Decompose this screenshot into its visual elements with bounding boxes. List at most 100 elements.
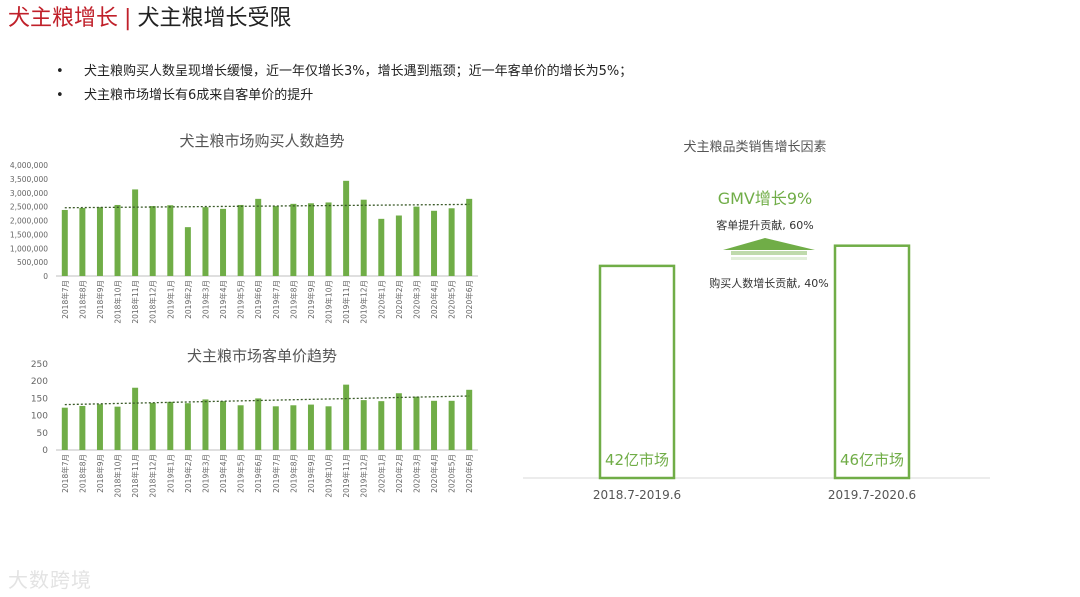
y-tick-label: 3,000,000 bbox=[10, 189, 48, 198]
x-tick-label: 2020年4月 bbox=[429, 280, 439, 319]
bar bbox=[272, 206, 279, 276]
growth-arrow-band bbox=[731, 257, 807, 260]
x-tick-label: 2018年9月 bbox=[95, 454, 105, 493]
bar bbox=[378, 218, 385, 276]
x-tick-label: 2019年2月 bbox=[183, 280, 193, 319]
bar bbox=[360, 400, 367, 450]
bar bbox=[61, 407, 68, 450]
bar bbox=[220, 208, 227, 276]
x-tick-label: 2019年4月 bbox=[218, 454, 228, 493]
x-tick-label: 2019年7月 bbox=[271, 454, 281, 493]
y-tick-label: 4,000,000 bbox=[10, 161, 48, 170]
bar bbox=[431, 400, 438, 450]
x-tick-label: 2018年7月 bbox=[60, 280, 70, 319]
x-tick-label: 2020年2月 bbox=[394, 280, 404, 319]
bar bbox=[255, 398, 262, 450]
x-tick-label: 2019年12月 bbox=[359, 454, 369, 498]
y-tick-label: 3,500,000 bbox=[10, 175, 48, 184]
bar bbox=[290, 405, 297, 450]
gmv-growth-label: GMV增长9% bbox=[718, 189, 813, 208]
bar bbox=[237, 405, 244, 450]
chart-title: 犬主粮品类销售增长因素 bbox=[683, 139, 826, 155]
x-tick-label: 2018年7月 bbox=[60, 454, 70, 493]
x-tick-label: 2018年8月 bbox=[77, 280, 87, 319]
x-tick-label: 2019年6月 bbox=[253, 454, 263, 493]
x-tick-label: 2019.7-2020.6 bbox=[828, 488, 916, 502]
y-tick-label: 100 bbox=[31, 412, 48, 422]
x-tick-label: 2019年4月 bbox=[218, 280, 228, 319]
chart-title: 犬主粮市场客单价趋势 bbox=[187, 347, 337, 365]
factor-buyers-label: 购买人数增长贡献, 40% bbox=[709, 276, 828, 290]
bar bbox=[79, 405, 86, 450]
bar bbox=[448, 208, 455, 276]
bar bbox=[290, 203, 297, 276]
title-sub: 犬主粮增长受限 bbox=[137, 6, 292, 31]
x-tick-label: 2018年11月 bbox=[130, 280, 140, 324]
x-tick-label: 2018.7-2019.6 bbox=[593, 488, 681, 502]
bar bbox=[378, 401, 385, 450]
x-tick-label: 2020年6月 bbox=[464, 280, 474, 319]
bullet-item: 犬主粮市场增长有6成来自客单价的提升 bbox=[56, 84, 632, 108]
x-tick-label: 2018年12月 bbox=[148, 280, 158, 324]
page-title: 犬主粮增长 | 犬主粮增长受限 bbox=[8, 4, 291, 34]
bar bbox=[395, 215, 402, 276]
bar bbox=[149, 402, 156, 450]
bar bbox=[167, 401, 174, 450]
y-tick-label: 250 bbox=[31, 360, 48, 370]
x-tick-label: 2020年4月 bbox=[429, 454, 439, 493]
unit-price-trend-chart: 犬主粮市场客单价趋势 250 200 150 100 50 0 2018年7月 2018年8月 2… bbox=[31, 347, 478, 498]
watermark-logo: 大数跨境 bbox=[8, 568, 92, 592]
y-tick-label: 2,500,000 bbox=[10, 203, 48, 212]
growth-factor-chart: 犬主粮品类销售增长因素 42亿市场 2018.7-2019.6 46亿市场 2019.7… bbox=[523, 139, 990, 502]
bullet-item: 犬主粮购买人数呈现增长缓慢，近一年仅增长3%，增长遇到瓶颈；近一年客单价的增长为… bbox=[56, 60, 632, 84]
x-tick-label: 2020年6月 bbox=[464, 454, 474, 493]
growth-arrow-icon bbox=[723, 238, 815, 250]
bar bbox=[149, 206, 156, 276]
chart-title: 犬主粮市场购买人数趋势 bbox=[179, 132, 344, 150]
x-tick-label: 2020年3月 bbox=[411, 280, 421, 319]
trend-line bbox=[64, 395, 470, 406]
x-tick-label: 2018年10月 bbox=[113, 454, 123, 498]
bar bbox=[466, 198, 473, 276]
trend-line bbox=[64, 203, 470, 209]
bar bbox=[360, 199, 367, 276]
x-tick-label: 2019年3月 bbox=[200, 454, 210, 493]
bar bbox=[114, 406, 121, 450]
market-bar bbox=[833, 244, 911, 480]
bar bbox=[202, 207, 209, 276]
x-tick-label: 2019年8月 bbox=[288, 280, 298, 319]
x-tick-label: 2019年9月 bbox=[306, 280, 316, 319]
bar bbox=[184, 403, 191, 450]
bar bbox=[395, 393, 402, 450]
bar bbox=[307, 404, 314, 450]
x-tick-label: 2019年12月 bbox=[359, 280, 369, 324]
bar bbox=[220, 401, 227, 450]
y-tick-label: 500,000 bbox=[17, 258, 48, 267]
bar-data-label: 42亿市场 bbox=[605, 451, 669, 469]
x-tick-label: 2019年1月 bbox=[165, 454, 175, 493]
x-tick-label: 2019年11月 bbox=[341, 454, 351, 498]
bar bbox=[132, 387, 139, 450]
growth-arrow-band bbox=[731, 251, 807, 255]
y-tick-label: 50 bbox=[37, 429, 49, 439]
bar bbox=[79, 208, 86, 276]
bar bbox=[237, 204, 244, 276]
x-tick-label: 2019年2月 bbox=[183, 454, 193, 493]
x-tick-label: 2019年10月 bbox=[324, 454, 334, 498]
x-tick-label: 2018年9月 bbox=[95, 280, 105, 319]
x-tick-label: 2020年5月 bbox=[447, 280, 457, 319]
x-tick-label: 2018年11月 bbox=[130, 454, 140, 498]
y-tick-label: 200 bbox=[31, 377, 48, 387]
y-tick-label: 0 bbox=[42, 446, 48, 456]
x-tick-label: 2018年12月 bbox=[148, 454, 158, 498]
x-tick-label: 2020年2月 bbox=[394, 454, 404, 493]
bar bbox=[325, 202, 332, 276]
bar bbox=[307, 203, 314, 276]
buyers-trend-chart: 犬主粮市场购买人数趋势 4,000,000 3,500,000 3,000,000 2,… bbox=[10, 132, 478, 324]
market-bar bbox=[598, 264, 676, 480]
bar bbox=[343, 384, 350, 450]
y-tick-label: 2,000,000 bbox=[10, 217, 48, 226]
x-tick-label: 2020年5月 bbox=[447, 454, 457, 493]
title-separator: | bbox=[124, 6, 132, 31]
bullet-list: 犬主粮购买人数呈现增长缓慢，近一年仅增长3%，增长遇到瓶颈；近一年客单价的增长为… bbox=[56, 60, 632, 108]
